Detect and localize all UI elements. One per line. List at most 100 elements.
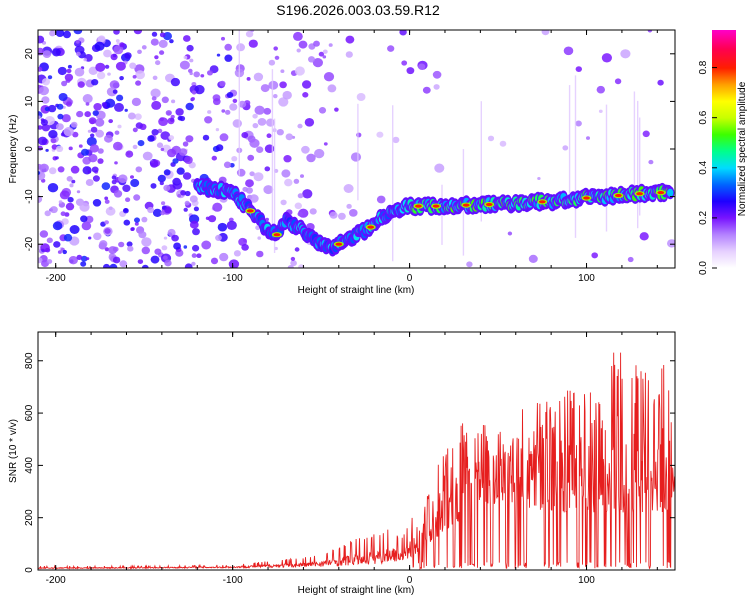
spectrogram-noise-blob: [76, 254, 83, 260]
spectrogram-noise-blob: [117, 124, 122, 129]
x-tick-label: -100: [223, 575, 243, 586]
spectrogram-noise-blob: [322, 55, 327, 59]
spectrogram-noise-blob: [343, 184, 354, 193]
spectrogram-noise-blob: [137, 49, 142, 54]
spectrogram-noise-blob: [50, 206, 58, 214]
spectrogram-noise-blob: [248, 39, 258, 48]
spectrogram-noise-blob: [82, 166, 92, 175]
spectrogram-noise-blob: [80, 261, 87, 267]
spectrogram-noise-blob: [233, 250, 241, 257]
spectrogram-noise-blob: [141, 264, 149, 268]
spectrogram-noise-blob: [38, 125, 43, 130]
spectrogram-noise-blob: [312, 58, 323, 68]
spectrogram-noise-blob: [586, 136, 590, 140]
spectrogram-noise-blob: [113, 190, 123, 198]
spectrogram-noise-blob: [38, 195, 43, 203]
spectrogram-noise-blob: [210, 257, 219, 265]
spectrogram-noise-blob: [667, 239, 675, 248]
spectrogram-noise-blob: [130, 178, 140, 188]
spectrogram-noise-blob: [56, 145, 64, 152]
spectrogram-noise-blob: [266, 133, 272, 138]
spectrogram-noise-blob: [48, 167, 57, 175]
spectrogram-noise-blob: [66, 101, 72, 107]
spectrogram-noise-blob: [273, 94, 278, 99]
spectrogram-noise-blob: [334, 107, 339, 112]
spectrogram-noise-blob: [285, 133, 293, 141]
spectrogram-noise-blob: [96, 71, 106, 80]
spectrogram-noise-blob: [88, 154, 98, 163]
spectrogram-hotspot-core: [538, 200, 546, 204]
spectrogram-noise-blob: [170, 77, 180, 87]
spectrogram-noise-blob: [171, 234, 179, 242]
y-tick-label: 10: [24, 95, 35, 107]
spectrogram-noise-blob: [179, 115, 186, 122]
spectrogram-noise-blob: [38, 171, 46, 181]
spectrogram-noise-blob: [55, 156, 59, 160]
spectrogram-noise-blob: [38, 171, 41, 175]
colorbar-tick-label: 0.0: [698, 261, 709, 275]
spectrogram-ridge-core: [667, 188, 674, 197]
spectrogram-noise-blob: [184, 263, 193, 268]
spectrogram-noise-blob: [38, 115, 41, 120]
spectrogram-noise-blob: [150, 255, 160, 264]
x-tick-label: 0: [407, 273, 413, 284]
spectrogram-noise-blob: [313, 40, 320, 47]
spectrogram-noise-blob: [112, 89, 118, 94]
spectrogram-noise-blob: [356, 132, 362, 138]
spectrogram-noise-blob: [432, 70, 442, 79]
spectrogram-noise-blob: [266, 118, 275, 127]
spectrogram-noise-blob: [72, 131, 79, 138]
spectrogram-noise-blob: [40, 164, 46, 170]
spectrogram-noise-blob: [281, 169, 291, 178]
spectrogram-noise-blob: [245, 30, 254, 38]
spectrogram-noise-blob: [297, 211, 303, 217]
spectrogram-noise-blob: [63, 233, 73, 242]
spectrogram-noise-blob: [150, 160, 159, 168]
spectrogram-noise-blob: [399, 30, 407, 36]
spectrogram-noise-blob: [76, 110, 84, 118]
spectrogram-noise-blob: [104, 64, 110, 69]
spectrogram-noise-blob: [189, 220, 199, 229]
spectrogram-noise-blob: [132, 127, 138, 133]
spectrogram-noise-blob: [113, 30, 120, 35]
spectrogram-noise-blob: [63, 30, 71, 39]
spectrogram-noise-blob: [123, 208, 129, 214]
spectrogram-hotspot-core: [367, 225, 375, 229]
spectrogram-noise-blob: [280, 69, 285, 73]
spectrogram-noise-blob: [183, 207, 188, 212]
spectrogram-noise-blob: [253, 72, 264, 82]
spectrogram-noise-blob: [150, 88, 161, 98]
spectrogram-noise-blob: [66, 68, 72, 74]
spectrogram-noise-blob: [67, 196, 74, 203]
spectrogram-noise-blob: [48, 130, 58, 139]
spectrogram-noise-blob: [157, 174, 166, 183]
spectrogram-noise-blob: [192, 244, 200, 252]
spectrogram-xlabel: Height of straight line (km): [298, 285, 415, 296]
spectrogram-noise-blob: [225, 109, 231, 115]
spectrogram-noise-blob: [57, 113, 64, 120]
spectrogram-noise-blob: [161, 201, 166, 206]
spectrogram-noise-blob: [55, 30, 65, 37]
spectrogram-noise-blob: [329, 211, 338, 219]
spectrogram-noise-blob: [38, 257, 43, 264]
spectrogram-noise-blob: [642, 130, 650, 138]
spectrogram-noise-blob: [159, 32, 166, 38]
spectrogram-noise-blob: [207, 70, 213, 76]
spectrogram-noise-blob: [297, 193, 304, 199]
spectrogram-noise-blob: [314, 148, 325, 159]
spectrogram-noise-blob: [184, 190, 191, 197]
spectrogram-noise-blob: [294, 247, 300, 252]
spectrogram-noise-blob: [114, 102, 124, 112]
spectrogram-noise-blob: [250, 30, 255, 33]
spectrogram-noise-blob: [122, 184, 131, 192]
spectrogram-noise-blob: [119, 76, 124, 81]
spectrogram-noise-blob: [150, 183, 157, 189]
spectrogram-noise-blob: [282, 90, 292, 100]
spectrogram-noise-blob: [123, 219, 131, 226]
spectrogram-noise-blob: [119, 260, 128, 268]
spectrogram-noise-blob: [241, 132, 249, 139]
spectrogram-noise-blob: [563, 46, 574, 56]
spectrogram-noise-blob: [487, 135, 495, 142]
spectrogram-noise-blob: [152, 75, 158, 81]
spectrogram-noise-blob: [216, 53, 221, 57]
